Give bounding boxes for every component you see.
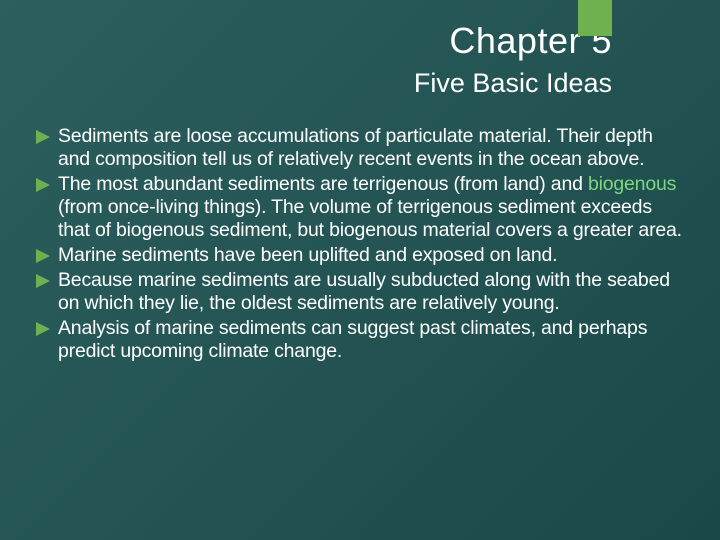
bullet-text: Because marine sediments are usually sub… (58, 269, 684, 315)
text-pre: The most abundant sediments are terrigen… (58, 173, 588, 195)
highlight-word: biogenous (588, 173, 676, 195)
text-post: (from once-living things). The volume of… (58, 196, 682, 241)
bullet-icon (36, 322, 50, 336)
bullet-text: The most abundant sediments are terrigen… (58, 173, 684, 242)
bullet-text: Analysis of marine sediments can suggest… (58, 317, 684, 363)
list-item: Because marine sediments are usually sub… (36, 269, 684, 315)
list-item: The most abundant sediments are terrigen… (36, 173, 684, 242)
list-item: Marine sediments have been uplifted and … (36, 244, 684, 267)
title-block: Chapter 5 Five Basic Ideas (0, 0, 720, 99)
bullet-icon (36, 249, 50, 263)
bullet-icon (36, 178, 50, 192)
list-item: Sediments are loose accumulations of par… (36, 125, 684, 171)
chapter-title: Chapter 5 (0, 20, 612, 62)
subtitle: Five Basic Ideas (0, 68, 612, 99)
bullet-icon (36, 274, 50, 288)
bullet-text: Marine sediments have been uplifted and … (58, 244, 557, 267)
bullet-icon (36, 130, 50, 144)
bullet-text: Sediments are loose accumulations of par… (58, 125, 684, 171)
bullet-list: Sediments are loose accumulations of par… (0, 99, 720, 363)
list-item: Analysis of marine sediments can suggest… (36, 317, 684, 363)
accent-bar (578, 0, 612, 36)
